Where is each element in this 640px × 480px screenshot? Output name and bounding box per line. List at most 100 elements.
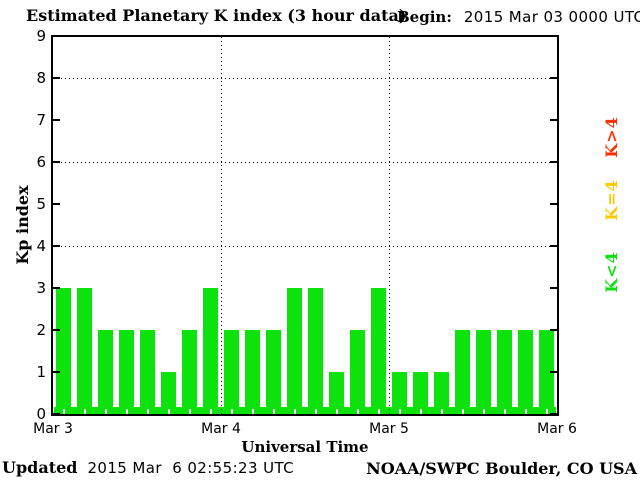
grid-line-kp-6 [53,162,557,163]
x-minor-tick [504,409,506,414]
kp-bar [308,288,323,414]
updated-value: 2015 Mar 6 02:55:23 UTC [87,459,295,477]
grid-line-kp-8 [53,78,557,79]
kp-bar [140,330,155,414]
x-minor-tick [210,409,212,414]
x-minor-tick [462,409,464,414]
baseline-strip [54,407,556,414]
x-minor-tick [546,409,548,414]
x-minor-tick [273,409,275,414]
x-minor-tick [399,409,401,414]
kp-bar [329,372,344,414]
begin-label: Begin: [397,8,452,26]
y-tick-left [53,161,60,163]
kp-bar [161,372,176,414]
kp-bar [518,330,533,414]
y-tick-label: 1 [36,363,46,381]
y-tick-left [53,371,60,373]
y-tick-label: 4 [36,237,46,255]
chart-title: Estimated Planetary K index (3 hour data… [26,6,407,25]
x-tick-label: Mar 4 [201,421,241,437]
kp-bar [266,330,281,414]
kp-bar [56,288,71,414]
y-tick-label: 3 [36,279,46,297]
x-minor-tick [189,409,191,414]
y-tick-label: 6 [36,153,46,171]
y-tick-left [53,119,60,121]
x-minor-tick [126,409,128,414]
kp-bar [245,330,260,414]
y-tick-left [53,329,60,331]
y-tick-label: 5 [36,195,46,213]
x-minor-tick [357,409,359,414]
y-tick-right [550,203,557,205]
x-minor-tick [315,409,317,414]
y-tick-label: 0 [36,405,46,423]
x-minor-tick [84,409,86,414]
x-minor-tick [483,409,485,414]
x-minor-tick [63,409,65,414]
kp-bar [413,372,428,414]
updated-label: Updated [2,458,78,477]
y-tick-right [550,413,557,415]
x-minor-tick [168,409,170,414]
legend-label-klt4: K<4 [601,251,621,293]
x-axis-title: Universal Time [241,438,369,456]
begin-caption: Begin: 2015 Mar 03 0000 UTC [397,8,640,26]
kp-bar [497,330,512,414]
y-tick-left [53,287,60,289]
begin-value: 2015 Mar 03 0000 UTC [463,8,640,26]
day-boundary-line [389,37,390,414]
y-tick-label: 7 [36,111,46,129]
kp-bar [98,330,113,414]
y-tick-left [53,245,60,247]
y-tick-label: 9 [36,27,46,45]
y-tick-label: 2 [36,321,46,339]
y-tick-left [53,413,60,415]
y-tick-right [550,77,557,79]
y-tick-label: 8 [36,69,46,87]
x-minor-tick [294,409,296,414]
x-tick-label: Mar 5 [369,421,409,437]
kp-bar [182,330,197,414]
plot-border [51,35,559,416]
updated-caption: Updated 2015 Mar 6 02:55:23 UTC [2,458,294,477]
credit-text: NOAA/SWPC Boulder, CO USA [366,459,637,478]
y-tick-right [550,287,557,289]
y-tick-right [550,329,557,331]
y-tick-right [550,35,557,37]
kp-bar [287,288,302,414]
kp-bar [434,372,449,414]
kp-bar [77,288,92,414]
kp-bar [350,330,365,414]
x-minor-tick [441,409,443,414]
y-tick-right [550,371,557,373]
y-tick-left [53,35,60,37]
x-tick-label: Mar 6 [537,421,577,437]
grid-line-kp-4 [53,246,557,247]
y-tick-left [53,203,60,205]
x-tick-label: Mar 3 [33,421,73,437]
y-tick-right [550,119,557,121]
x-minor-tick [525,409,527,414]
kp-bar [476,330,491,414]
x-minor-tick [231,409,233,414]
day-boundary-line [221,37,222,414]
kp-bar [455,330,470,414]
y-tick-left [53,77,60,79]
kp-bar [224,330,239,414]
kp-bar [371,288,386,414]
y-tick-right [550,161,557,163]
kp-bar [119,330,134,414]
kp-bar [539,330,554,414]
kp-bar [392,372,407,414]
x-minor-tick [105,409,107,414]
kp-bar [203,288,218,414]
y-tick-right [550,245,557,247]
x-minor-tick [252,409,254,414]
x-minor-tick [147,409,149,414]
x-minor-tick [420,409,422,414]
x-minor-tick [336,409,338,414]
